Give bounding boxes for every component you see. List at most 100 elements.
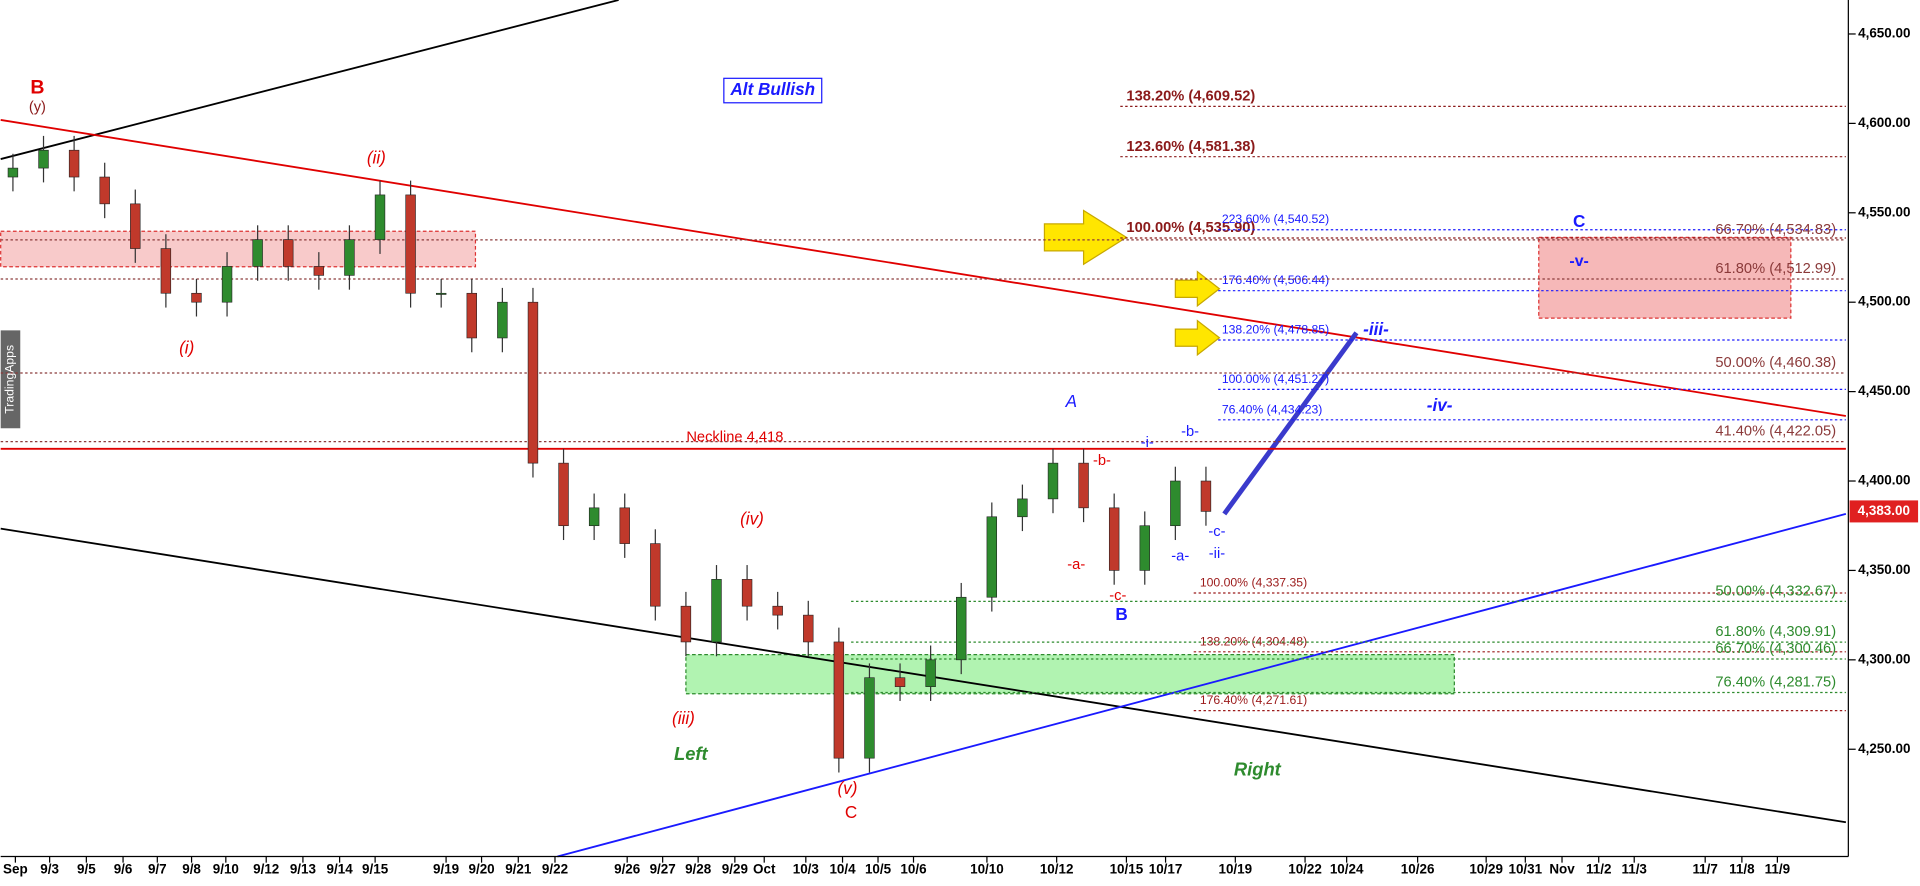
wave-label: -ii-: [1209, 546, 1225, 562]
arrow: [1174, 270, 1221, 308]
wave-label: Left: [674, 743, 709, 764]
candle-body: [313, 266, 325, 276]
last-price-box: [1849, 500, 1919, 523]
resistance-zone: [0, 230, 477, 268]
wave-label: (ii): [367, 148, 386, 168]
candle-body: [191, 292, 202, 303]
fib-label: 61.80% (4,512.99): [1715, 261, 1836, 277]
last-price-label: 4,383.00: [1858, 503, 1910, 518]
candle-body: [1200, 480, 1212, 512]
x-tick-label: 10/10: [970, 862, 1004, 877]
fib-label: 176.40% (4,506.44): [1222, 273, 1329, 287]
candle-body: [741, 579, 753, 607]
candle-body: [527, 301, 539, 464]
fib-label: 66.70% (4,300.46): [1715, 641, 1836, 657]
x-tick-label: Oct: [753, 862, 776, 877]
candle-body: [252, 239, 263, 267]
candle-body: [99, 176, 110, 205]
candle-body: [833, 641, 845, 759]
wave-label: C: [845, 802, 857, 822]
candle-body: [588, 507, 600, 527]
y-tick-label: 4,350.00: [1858, 562, 1910, 577]
fib-label: 138.20% (4,609.52): [1126, 88, 1255, 104]
wave-label: -c-: [1208, 524, 1225, 540]
fib-label: 61.80% (4,309.91): [1715, 624, 1836, 640]
candle-body: [772, 605, 783, 616]
x-tick-label: 10/29: [1469, 862, 1503, 877]
x-tick-label: 9/13: [290, 862, 316, 877]
fib-label: 100.00% (4,451.27): [1222, 372, 1329, 386]
x-tick-label: 9/12: [253, 862, 279, 877]
x-tick-label: 11/2: [1586, 862, 1611, 877]
wave-label: -a-: [1171, 549, 1189, 565]
candle-body: [1170, 480, 1181, 527]
trend-line: [0, 0, 619, 160]
x-tick-label: 11/3: [1621, 862, 1646, 877]
candle-body: [986, 516, 998, 598]
candle-body: [558, 462, 569, 527]
wave-label: (i): [179, 337, 194, 357]
x-tick-label: 9/28: [685, 862, 712, 877]
candle-body: [68, 149, 80, 178]
x-tick-label: 10/5: [865, 862, 892, 877]
x-tick-label: 9/14: [327, 862, 354, 877]
candle-body: [374, 194, 386, 240]
fib-label: 223.60% (4,540.52): [1222, 212, 1329, 226]
fib-label: 176.40% (4,271.61): [1200, 693, 1307, 707]
wave-label: -v-: [1569, 253, 1588, 270]
candle-body: [435, 292, 447, 295]
trend-line: [0, 527, 1847, 824]
trend-line: [0, 119, 1847, 417]
arrow: [1174, 319, 1221, 357]
x-tick-label: 10/22: [1288, 862, 1322, 877]
fib-label: 100.00% (4,535.90): [1126, 220, 1255, 236]
x-tick-label: 10/4: [829, 862, 856, 877]
arrows: [1043, 209, 1221, 357]
candle-body: [466, 292, 477, 339]
y-tick-label: 4,650.00: [1858, 26, 1910, 41]
x-tick-label: 9/15: [362, 862, 389, 877]
projection-line: [1222, 331, 1359, 516]
fib-label: 138.20% (4,478.85): [1222, 322, 1329, 336]
fib-label: 66.70% (4,534.83): [1715, 222, 1836, 238]
wave-label: (iv): [740, 509, 764, 529]
wave-label: -iv-: [1427, 395, 1453, 415]
candle-body: [956, 596, 967, 661]
y-tick-label: 4,550.00: [1858, 204, 1910, 219]
x-tick-label: Nov: [1549, 862, 1575, 877]
x-tick-label: 10/12: [1040, 862, 1074, 877]
wave-label: (y): [29, 100, 46, 116]
fib-label: 138.20% (4,304.48): [1200, 634, 1307, 648]
y-tick-label: 4,300.00: [1858, 651, 1910, 666]
candle-body: [221, 266, 233, 303]
x-tick-label: 9/8: [182, 862, 201, 877]
candle-body: [680, 605, 692, 643]
x-tick-label: 10/3: [793, 862, 819, 877]
x-tick-label: 9/7: [148, 862, 167, 877]
wave-label: -iii-: [1363, 319, 1389, 339]
candle-body: [619, 507, 630, 544]
fib-label: 76.40% (4,434.23): [1222, 402, 1323, 416]
x-tick-label: 10/6: [900, 862, 926, 877]
y-tick-label: 4,400.00: [1858, 473, 1910, 488]
x-tick-label: 11/9: [1765, 862, 1790, 877]
x-tick-label: 9/26: [614, 862, 640, 877]
wave-label: (iii): [672, 708, 695, 728]
x-tick-label: 9/29: [722, 862, 748, 877]
fib-label: 100.00% (4,337.35): [1200, 575, 1307, 589]
alt-label: Alt Bullish: [729, 79, 815, 99]
candle-body: [405, 194, 416, 294]
x-tick-label: 9/21: [505, 862, 532, 877]
target-zone: [1538, 236, 1792, 319]
x-tick-label: 9/20: [468, 862, 494, 877]
wave-label: -a-: [1067, 557, 1085, 573]
x-tick-label: Sep: [3, 862, 28, 877]
fib-label: 123.60% (4,581.38): [1126, 139, 1255, 155]
candle-body: [650, 543, 661, 607]
wave-label: A: [1065, 391, 1077, 411]
x-tick-label: 9/10: [213, 862, 239, 877]
wave-label: -b-: [1181, 424, 1199, 440]
candle-body: [894, 677, 906, 687]
